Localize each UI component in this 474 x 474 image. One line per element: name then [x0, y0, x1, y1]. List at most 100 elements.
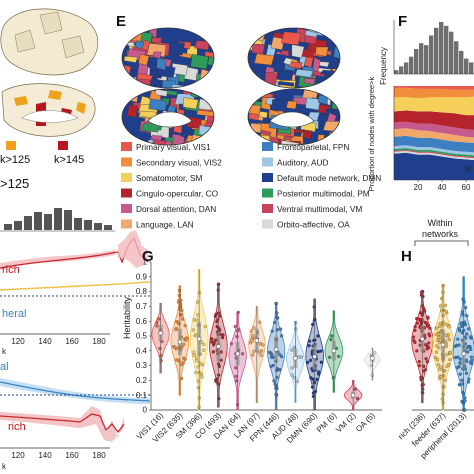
violin-fpn: [266, 301, 286, 411]
data-point: [179, 363, 184, 367]
data-point: [463, 323, 468, 327]
data-point: [307, 339, 312, 343]
violin-median: [440, 342, 446, 348]
panel-g-ytick-label: 0.1: [136, 391, 148, 400]
violin-lan: [248, 305, 266, 404]
degree-histogram-bar: [44, 214, 52, 230]
violin-median: [254, 338, 260, 343]
data-point: [444, 309, 449, 314]
data-point: [203, 325, 207, 329]
legend-cut: >125: [0, 176, 29, 191]
data-point: [192, 318, 196, 322]
histogram-bar: [429, 35, 434, 74]
panel-e-brain-maps: [121, 27, 341, 146]
data-point: [316, 349, 320, 354]
data-point: [437, 335, 441, 340]
brain-parcel: [327, 131, 340, 142]
legend-label-vm: Ventral multimodal, VM: [277, 204, 362, 214]
data-point: [448, 358, 452, 362]
legend-label-aud: Auditory, AUD: [277, 158, 329, 168]
brain-parcel: [280, 50, 289, 57]
histogram-bar: [464, 58, 469, 74]
legend-k145: k>145: [54, 154, 84, 166]
violin-vis2: [170, 285, 190, 396]
data-point: [315, 377, 319, 382]
data-point: [258, 320, 262, 324]
brain-parcel: [258, 135, 270, 143]
violin-median: [216, 344, 221, 349]
data-point: [294, 321, 298, 325]
data-point: [174, 327, 178, 332]
data-point: [194, 356, 199, 360]
data-point: [443, 303, 448, 308]
area-series-fpn: [394, 135, 474, 153]
bottom-xtick: 120: [11, 451, 25, 460]
data-point: [279, 334, 284, 338]
brain-parcel: [305, 29, 318, 38]
brain-parcel: [312, 57, 321, 73]
violin-median: [331, 348, 337, 354]
brain-outline: [121, 88, 215, 146]
data-point: [457, 383, 461, 387]
data-point: [252, 326, 256, 330]
brain-parcel: [248, 112, 260, 121]
mid-xlabel: k: [2, 347, 7, 356]
histogram-bar: [454, 41, 459, 74]
degree-histogram-bar: [64, 210, 72, 230]
data-point: [211, 350, 215, 354]
brain-parcel: [190, 54, 209, 70]
data-point: [423, 368, 428, 372]
brain-parcel: [280, 140, 300, 145]
panel-g-ytick-label: 0.5: [136, 332, 148, 341]
data-point: [200, 375, 204, 379]
legend-swatch-sm: [121, 173, 132, 182]
data-point: [465, 345, 470, 350]
data-point: [179, 376, 184, 381]
data-point: [234, 374, 238, 378]
brain-parcel: [138, 54, 150, 66]
legend-label-oa: Orbito-affective, OA: [277, 220, 350, 230]
legend-swatch-oa: [262, 219, 273, 229]
data-point: [182, 342, 186, 346]
degree-histogram-bar: [94, 223, 102, 230]
data-point: [353, 387, 357, 391]
brain-parcel: [294, 68, 314, 78]
brain-outline: [121, 27, 215, 89]
brain-parcel: [203, 80, 214, 88]
histogram-bar: [444, 25, 449, 74]
brain-outline: [247, 88, 341, 146]
histogram-bar: [404, 62, 409, 74]
panel-g-ytick-label: 0.4: [136, 346, 148, 355]
rich-band-bottom: [0, 406, 124, 442]
degree-histogram: [0, 208, 115, 232]
corpus-callosum: [21, 110, 79, 123]
brain-parcel: [277, 81, 295, 87]
legend-label-dmn: Default mode network, DMN: [277, 173, 381, 183]
data-point: [433, 355, 438, 360]
area-xlabel-partial: N: [465, 165, 471, 174]
feeder-curve: [0, 281, 151, 291]
histogram-bar: [419, 43, 424, 74]
data-point: [436, 363, 440, 367]
data-point: [419, 290, 424, 294]
data-point: [427, 341, 431, 345]
panel-label-f: F: [398, 13, 407, 30]
data-point: [440, 397, 444, 401]
data-point: [460, 331, 464, 335]
violin-median: [196, 336, 202, 342]
violin-peripheral: [452, 276, 474, 412]
data-point: [424, 321, 428, 325]
data-point: [251, 333, 255, 338]
data-point: [297, 355, 301, 359]
legend-swatch-dmn: [262, 173, 273, 182]
data-point: [196, 365, 200, 369]
data-point: [240, 352, 245, 356]
brain-parcel: [248, 82, 260, 88]
data-point: [439, 365, 443, 369]
brain-parcel: [207, 56, 214, 67]
mid-x-axis: 120 140 160 180 k: [0, 333, 110, 356]
peripheral-curve: [0, 381, 151, 402]
brain-outline: [247, 27, 341, 89]
data-point: [445, 322, 449, 326]
brain-parcel: [209, 36, 214, 48]
